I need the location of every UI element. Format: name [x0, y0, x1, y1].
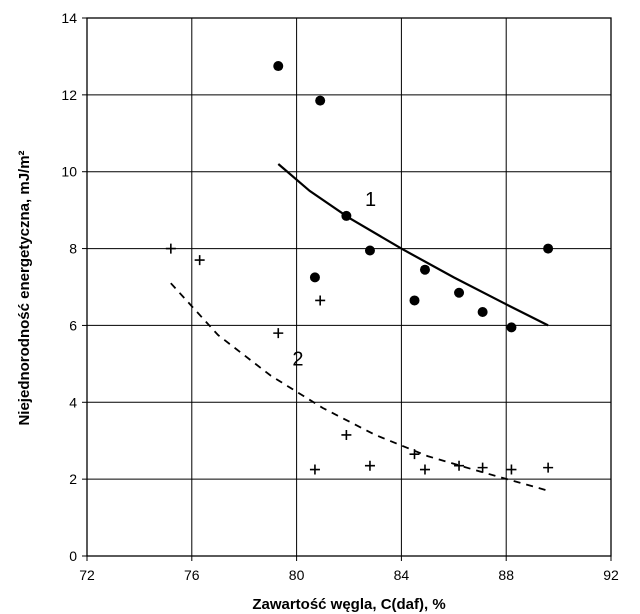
data-point-plus	[165, 243, 176, 254]
data-point-dot	[273, 61, 284, 72]
y-tick-label: 4	[69, 394, 77, 410]
grid	[82, 17, 612, 561]
data-point-plus	[364, 460, 375, 471]
fit-line-label-2: 2	[292, 348, 303, 370]
data-point-plus	[477, 462, 488, 473]
data-point-dot	[315, 95, 326, 106]
fit-line-2	[170, 282, 549, 492]
y-tick-label: 2	[69, 471, 77, 487]
fit-lines	[170, 163, 549, 492]
data-point-plus	[454, 460, 465, 471]
data-point-dot	[477, 306, 488, 317]
data-point-plus	[273, 328, 284, 339]
y-tick-label: 8	[69, 241, 77, 257]
x-tick-label: 80	[289, 567, 305, 583]
x-tick-label: 84	[394, 567, 410, 583]
fit-line-label-1: 1	[365, 189, 376, 211]
data-point-plus	[194, 255, 205, 266]
data-point-dot	[364, 245, 375, 256]
y-axis-label: Niejednorodność energetyczna, mJ/m²	[16, 150, 33, 425]
x-tick-label: 76	[184, 567, 200, 583]
x-axis-label: Zawartość węgla, C(daf), %	[252, 596, 445, 613]
data-point-dot	[419, 264, 430, 275]
data-point-plus	[315, 295, 326, 306]
x-tick-label: 72	[79, 567, 95, 583]
data-point-dot	[506, 322, 517, 333]
y-tick-label: 10	[61, 164, 77, 180]
x-tick-labels: 72 76 80 84 88 92	[79, 567, 619, 583]
plot-frame	[86, 17, 612, 557]
data-point-dot	[341, 210, 352, 221]
y-tick-label: 12	[61, 87, 77, 103]
x-tick-label: 92	[603, 567, 619, 583]
data-point-plus	[409, 449, 420, 460]
data-point-plus	[309, 464, 320, 475]
x-tick-label: 88	[498, 567, 514, 583]
y-tick-label: 0	[69, 548, 77, 564]
data-point-plus	[341, 429, 352, 440]
data-points	[165, 61, 554, 475]
data-point-dot	[309, 272, 320, 283]
data-point-dot	[409, 295, 420, 306]
data-point-dot	[454, 287, 465, 298]
y-tick-label: 6	[69, 317, 77, 333]
fit-line-1	[277, 163, 549, 327]
data-point-plus	[506, 464, 517, 475]
data-point-plus	[543, 462, 554, 473]
data-point-plus	[419, 464, 430, 475]
y-tick-labels: 0 2 4 6 8 10 12 14	[61, 10, 77, 564]
y-tick-label: 14	[61, 10, 77, 26]
data-point-dot	[543, 243, 554, 254]
fit-line-labels: 12	[292, 189, 376, 371]
